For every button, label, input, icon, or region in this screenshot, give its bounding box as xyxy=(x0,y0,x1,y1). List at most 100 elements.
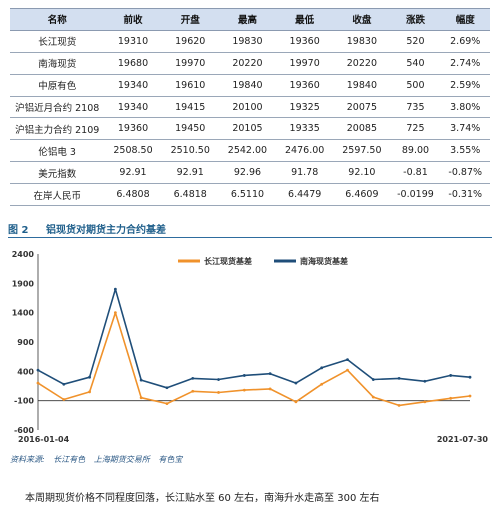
row-value-cell: 735 xyxy=(390,95,441,118)
row-value-cell: 20075 xyxy=(333,95,391,118)
data-point xyxy=(62,382,66,386)
figure-title: 铝现货对期货主力合约基差 xyxy=(46,225,166,236)
data-point xyxy=(139,378,143,382)
row-value-cell: 19450 xyxy=(161,117,219,140)
data-point xyxy=(113,311,117,315)
data-point xyxy=(397,376,401,380)
row-value-cell: 19360 xyxy=(276,73,334,97)
header-close: 收盘 xyxy=(333,8,391,31)
row-value-cell: 19360 xyxy=(104,117,162,140)
figure-number: 图 2 xyxy=(8,225,29,236)
row-value-cell: 2.74% xyxy=(440,51,490,75)
table-row: 美元指数 92.91 92.91 92.96 91.78 92.10 -0.81 -0.87% xyxy=(10,161,490,184)
x-start-label: 2016-01-04 xyxy=(18,435,70,444)
row-value-cell: 3.74% xyxy=(440,117,490,140)
legend-label: 南海现货基差 xyxy=(300,256,348,266)
data-point xyxy=(36,381,40,385)
row-value-cell: -0.87% xyxy=(440,161,490,184)
row-value-cell: 19840 xyxy=(333,73,391,97)
table-row: 沪铝主力合约 2109 19360 19450 20105 19335 20085 725 3… xyxy=(10,117,490,140)
data-point xyxy=(268,387,272,391)
row-value-cell: 500 xyxy=(390,73,441,97)
data-point xyxy=(191,376,195,380)
summary-text: 本周期现货价格不同程度回落，长江贴水至 60 左右，南海升水走高至 300 左右 xyxy=(25,493,380,504)
data-point xyxy=(88,390,91,394)
row-value-cell: 520 xyxy=(390,29,441,53)
row-value-cell: 19415 xyxy=(161,95,219,118)
header-pct: 幅度 xyxy=(440,8,490,31)
row-value-cell: 20100 xyxy=(218,95,277,118)
row-name-cell: 沪铝近月合约 2108 xyxy=(10,95,105,118)
row-value-cell: 19680 xyxy=(104,51,162,75)
data-point xyxy=(449,396,453,400)
row-name-cell: 中原有色 xyxy=(10,73,105,97)
row-value-cell: 6.4808 xyxy=(104,183,162,207)
row-value-cell: -0.0199 xyxy=(390,183,441,207)
y-tick-label: 2400 xyxy=(12,250,35,259)
table-row: 伦铝电 3 2508.50 2510.50 2542.00 2476.00 2597.50… xyxy=(10,139,490,162)
data-point xyxy=(191,389,195,393)
source-item: 长江有色 xyxy=(53,455,86,464)
data-point xyxy=(165,402,169,405)
row-value-cell: 2476.00 xyxy=(276,139,334,162)
header-name: 名称 xyxy=(10,8,105,31)
header-prev-close: 前收 xyxy=(104,8,162,31)
source-note: 资料来源: 长江有色 上海期货交易所 有色宝 xyxy=(10,454,188,465)
data-point xyxy=(423,379,427,383)
x-end-label: 2021-07-30 xyxy=(437,435,489,444)
data-point xyxy=(397,403,401,407)
row-value-cell: 92.10 xyxy=(333,161,391,184)
row-value-cell: 6.4609 xyxy=(333,183,391,207)
data-point xyxy=(36,368,40,372)
row-value-cell: 2508.50 xyxy=(104,139,162,162)
row-name-cell: 长江现货 xyxy=(10,29,105,53)
data-point xyxy=(468,375,472,379)
row-value-cell: 725 xyxy=(390,117,441,140)
legend-label: 长江现货基差 xyxy=(204,256,252,266)
row-value-cell: 19310 xyxy=(104,29,162,53)
row-value-cell: 19970 xyxy=(161,51,219,75)
row-value-cell: 20105 xyxy=(218,117,277,140)
row-value-cell: 540 xyxy=(390,51,441,75)
data-point xyxy=(320,382,324,386)
row-name-cell: 美元指数 xyxy=(10,161,105,184)
data-point xyxy=(242,374,246,377)
row-value-cell: 92.91 xyxy=(104,161,162,184)
data-point xyxy=(346,368,349,372)
table-row: 在岸人民币 6.4808 6.4818 6.5110 6.4479 6.4609 -0.01… xyxy=(10,183,490,207)
row-value-cell: -0.31% xyxy=(440,183,490,207)
row-value-cell: 19620 xyxy=(161,29,219,53)
quotes-table: 名称 前收 开盘 最高 最低 收盘 涨跌 幅度 长江现货 19310 19620 19… xyxy=(10,8,490,207)
data-point xyxy=(371,378,375,381)
row-value-cell: 20220 xyxy=(218,51,277,75)
data-point xyxy=(468,394,472,398)
data-point xyxy=(88,375,91,379)
row-value-cell: 2510.50 xyxy=(161,139,219,162)
data-point xyxy=(371,395,375,399)
row-value-cell: 6.4818 xyxy=(161,183,219,207)
source-item: 上海期货交易所 xyxy=(93,455,150,464)
data-point xyxy=(113,287,117,291)
row-value-cell: 2.69% xyxy=(440,29,490,53)
header-low: 最低 xyxy=(276,8,334,31)
table-row: 沪铝近月合约 2108 19340 19415 20100 19325 20075 735 3… xyxy=(10,95,490,118)
source-item: 有色宝 xyxy=(158,455,183,464)
row-value-cell: 2597.50 xyxy=(333,139,391,162)
row-value-cell: 19340 xyxy=(104,73,162,97)
data-point xyxy=(165,386,169,390)
row-value-cell: 19610 xyxy=(161,73,219,97)
table-header-row: 名称 前收 开盘 最高 最低 收盘 涨跌 幅度 xyxy=(10,8,490,31)
table-row: 中原有色 19340 19610 19840 19360 19840 500 2.59% xyxy=(10,73,490,97)
data-point xyxy=(242,388,246,392)
row-value-cell: -0.81 xyxy=(390,161,441,184)
y-tick-label: -100 xyxy=(14,397,34,406)
row-value-cell: 20220 xyxy=(333,51,391,75)
data-point xyxy=(62,398,66,401)
row-value-cell: 3.55% xyxy=(440,139,490,162)
data-point xyxy=(294,381,298,385)
row-name-cell: 在岸人民币 xyxy=(10,183,105,207)
data-point xyxy=(294,400,298,404)
row-value-cell: 89.00 xyxy=(390,139,441,162)
data-point xyxy=(268,372,272,376)
